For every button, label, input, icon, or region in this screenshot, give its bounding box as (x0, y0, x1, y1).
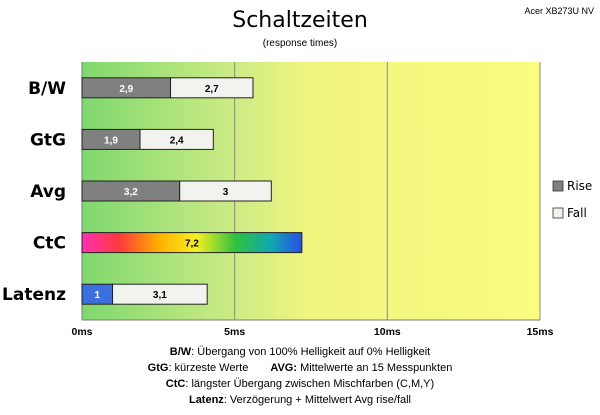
bar-fall (139, 128, 214, 150)
legend-notes: B/W: Übergang von 100% Helligkeit auf 0%… (0, 344, 600, 408)
bar-rise-label: 2,9 (119, 84, 133, 95)
note-bw: B/W: Übergang von 100% Helligkeit auf 0%… (0, 344, 600, 360)
category-label: GtG (30, 130, 66, 150)
category-label: Latenz (2, 285, 66, 305)
note-ctc-text: : längster Übergang zwischen Mischfarben… (185, 378, 435, 390)
legend: Rise Fall (552, 179, 592, 220)
note-gtg-avg: GtG: kürzeste Werte AVG: Mittelwerte an 1… (0, 360, 600, 376)
note-bw-text: : Übergang von 100% Helligkeit auf 0% He… (191, 346, 431, 358)
bar-fall-label: 3 (223, 187, 229, 198)
note-ctc: CtC: längster Übergang zwischen Mischfar… (0, 376, 600, 392)
legend-rise-label: Rise (567, 179, 592, 193)
category-labels: B/W GtG Avg CtC Latenz (2, 79, 66, 305)
note-gtg-text: : kürzeste Werte (168, 362, 249, 374)
category-label: Avg (30, 182, 66, 202)
legend-fall-label: Fall (567, 206, 587, 220)
monitor-model: Acer XB273U NV (524, 6, 594, 16)
bar-fall (179, 180, 272, 202)
bar-rise-label: 7,2 (185, 239, 199, 250)
x-tick-label: 5ms (224, 326, 245, 338)
bar-fall-label: 2,7 (205, 84, 219, 95)
legend-rise-swatch (552, 180, 564, 192)
bar-fall-label: 2,4 (170, 135, 184, 146)
bar-fall-label: 3,1 (153, 290, 167, 301)
note-ctc-key: CtC (165, 378, 186, 390)
bar-rise-label: 3,2 (124, 187, 138, 198)
category-label: CtC (33, 234, 66, 254)
note-latenz-text: : Verzögerung + Mittelwert Avg rise/fall (223, 394, 412, 406)
bar-rise (81, 232, 303, 254)
x-tick-label: 10ms (374, 326, 401, 338)
legend-fall-swatch (552, 207, 564, 219)
category-label: B/W (28, 79, 66, 99)
bar-fall (112, 283, 208, 305)
note-avg-text: Mittelwerte an 15 Messpunkten (297, 362, 453, 374)
note-latenz: Latenz: Verzögerung + Mittelwert Avg ris… (0, 392, 600, 408)
bars-group: 2,9 2,7 1,9 2,4 3,2 3 7,2 1 3,1 (81, 77, 303, 305)
note-latenz-key: Latenz (188, 394, 224, 406)
bar-rise-label: 1 (94, 290, 100, 301)
x-tick-label: 15ms (527, 326, 554, 338)
chart-subtitle: (response times) (263, 38, 337, 49)
bar-rise-label: 1,9 (104, 135, 118, 146)
note-avg-key: AVG: (270, 362, 298, 374)
note-gtg-key: GtG (147, 362, 169, 374)
chart-title: Schaltzeiten (232, 8, 368, 33)
x-tick-labels: 0ms 5ms 10ms 15ms (71, 326, 553, 338)
note-bw-key: B/W (169, 346, 192, 358)
bar-fall (170, 77, 254, 99)
x-tick-label: 0ms (71, 326, 92, 338)
